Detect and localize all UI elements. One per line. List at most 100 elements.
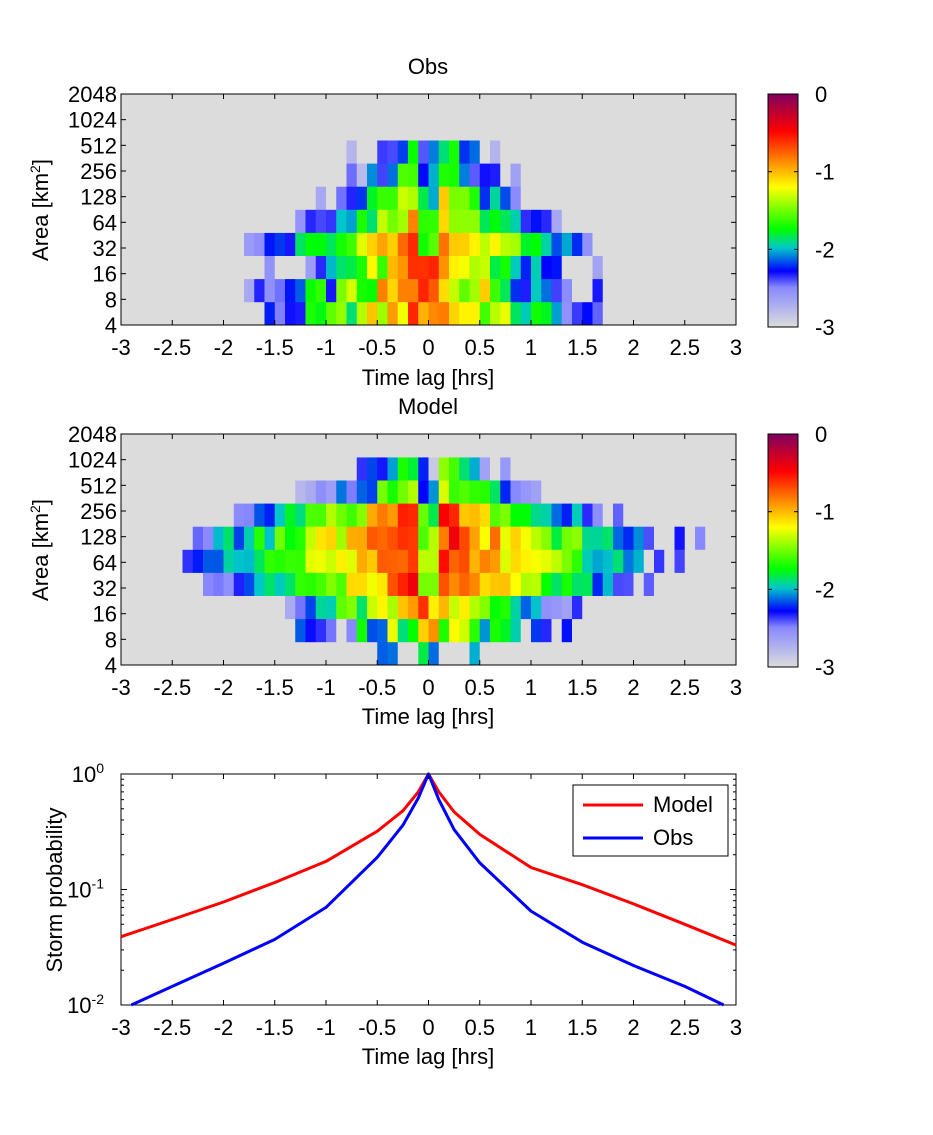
heatmap-cell (244, 618, 255, 643)
heatmap-cell (684, 94, 696, 118)
heatmap-cell (223, 278, 235, 303)
heatmap-cell (551, 618, 563, 643)
heatmap-cell (428, 278, 440, 303)
heatmap-cell (572, 301, 583, 326)
heatmap-cell (695, 503, 706, 527)
heatmap-cell (695, 480, 706, 504)
heatmap-cell (346, 117, 358, 141)
heatmap-cell (705, 526, 716, 550)
heatmap-cell (664, 94, 675, 118)
heatmap-cell (551, 209, 563, 233)
heatmap-cell (305, 480, 317, 504)
heatmap-cell (520, 618, 532, 643)
heatmap-cell (336, 255, 347, 280)
y-tick-label: 10-1 (67, 876, 104, 903)
heatmap-cell (510, 480, 522, 504)
heatmap-cell (192, 618, 204, 643)
heatmap-cell (602, 457, 614, 481)
heatmap-cell (408, 480, 419, 504)
heatmap-cell (367, 94, 378, 118)
heatmap-cell (223, 186, 235, 210)
heatmap-cell (582, 434, 593, 458)
heatmap-cell (141, 595, 153, 620)
heatmap-cell (295, 255, 306, 280)
heatmap-cell (541, 209, 552, 233)
heatmap-cell (162, 278, 173, 303)
heatmap-cell (592, 641, 604, 666)
heatmap-cell (264, 209, 276, 233)
heatmap-cell (490, 140, 501, 164)
x-tick-label: -2 (214, 1015, 234, 1040)
heatmap-cell (254, 572, 265, 596)
heatmap-cell (654, 209, 665, 233)
heatmap-cell (684, 163, 696, 187)
heatmap-cell (541, 618, 552, 643)
heatmap-cell (397, 186, 409, 210)
heatmap-cell (500, 140, 511, 164)
heatmap-cell (377, 503, 388, 527)
heatmap-cell (182, 117, 194, 141)
heatmap-cell (397, 434, 409, 458)
heatmap-cell (623, 140, 634, 164)
heatmap-cell (438, 186, 450, 210)
heatmap-cell (572, 94, 583, 118)
heatmap-cell (479, 301, 491, 326)
heatmap-cell (684, 549, 696, 573)
heatmap-cell (367, 641, 378, 666)
heatmap-cell (541, 641, 552, 666)
y-tick-label: 1024 (68, 108, 117, 133)
heatmap-cell (510, 301, 522, 326)
heatmap-cell (244, 641, 255, 666)
heatmap-cell (602, 94, 614, 118)
heatmap-cell (172, 641, 183, 666)
heatmap-cell (500, 595, 511, 620)
heatmap-cell (705, 117, 716, 141)
heatmap-cell (326, 255, 337, 280)
heatmap-cell (377, 94, 388, 118)
heatmap-cell (551, 480, 563, 504)
colorbar-tick-label: 0 (815, 82, 827, 107)
heatmap-cell (541, 595, 552, 620)
heatmap-cell (254, 140, 265, 164)
heatmap-cell (131, 186, 142, 210)
heatmap-cell (223, 526, 235, 550)
heatmap-cell (203, 301, 214, 326)
heatmap-cell (356, 255, 368, 280)
heatmap-cell (151, 549, 163, 573)
heatmap-cell (623, 163, 634, 187)
heatmap-cell (182, 572, 194, 596)
heatmap-cell (684, 117, 696, 141)
heatmap-cell (213, 595, 224, 620)
heatmap-cell (613, 209, 624, 233)
heatmap-cell (254, 457, 265, 481)
heatmap-cell (233, 163, 245, 187)
heatmap-cell (192, 526, 204, 550)
heatmap-cell (305, 457, 317, 481)
heatmap-cell (602, 526, 614, 550)
heatmap-cell (633, 595, 645, 620)
heatmap-cell (469, 209, 481, 233)
heatmap-cell (274, 618, 286, 643)
heatmap-cell (582, 163, 593, 187)
heatmap-cell (654, 503, 665, 527)
heatmap-cell (254, 209, 265, 233)
x-tick-label: -1.5 (256, 675, 294, 700)
heatmap-cell (397, 163, 409, 187)
heatmap-cell (356, 232, 368, 256)
heatmap-cell (715, 301, 727, 326)
heatmap-cell (172, 163, 183, 187)
heatmap-cell (438, 434, 450, 458)
heatmap-cell (244, 503, 255, 527)
heatmap-cell (715, 94, 727, 118)
heatmap-cell (479, 434, 491, 458)
x-tick-label: 3 (730, 675, 742, 700)
heatmap-cell (213, 301, 224, 326)
heatmap-cell (695, 549, 706, 573)
heatmap-cell (315, 301, 327, 326)
heatmap-cell (643, 595, 655, 620)
x-tick-label: -2.5 (153, 335, 191, 360)
heatmap-cell (367, 595, 378, 620)
heatmap-cell (213, 209, 224, 233)
heatmap-cell (623, 209, 634, 233)
heatmap-cell (428, 94, 440, 118)
